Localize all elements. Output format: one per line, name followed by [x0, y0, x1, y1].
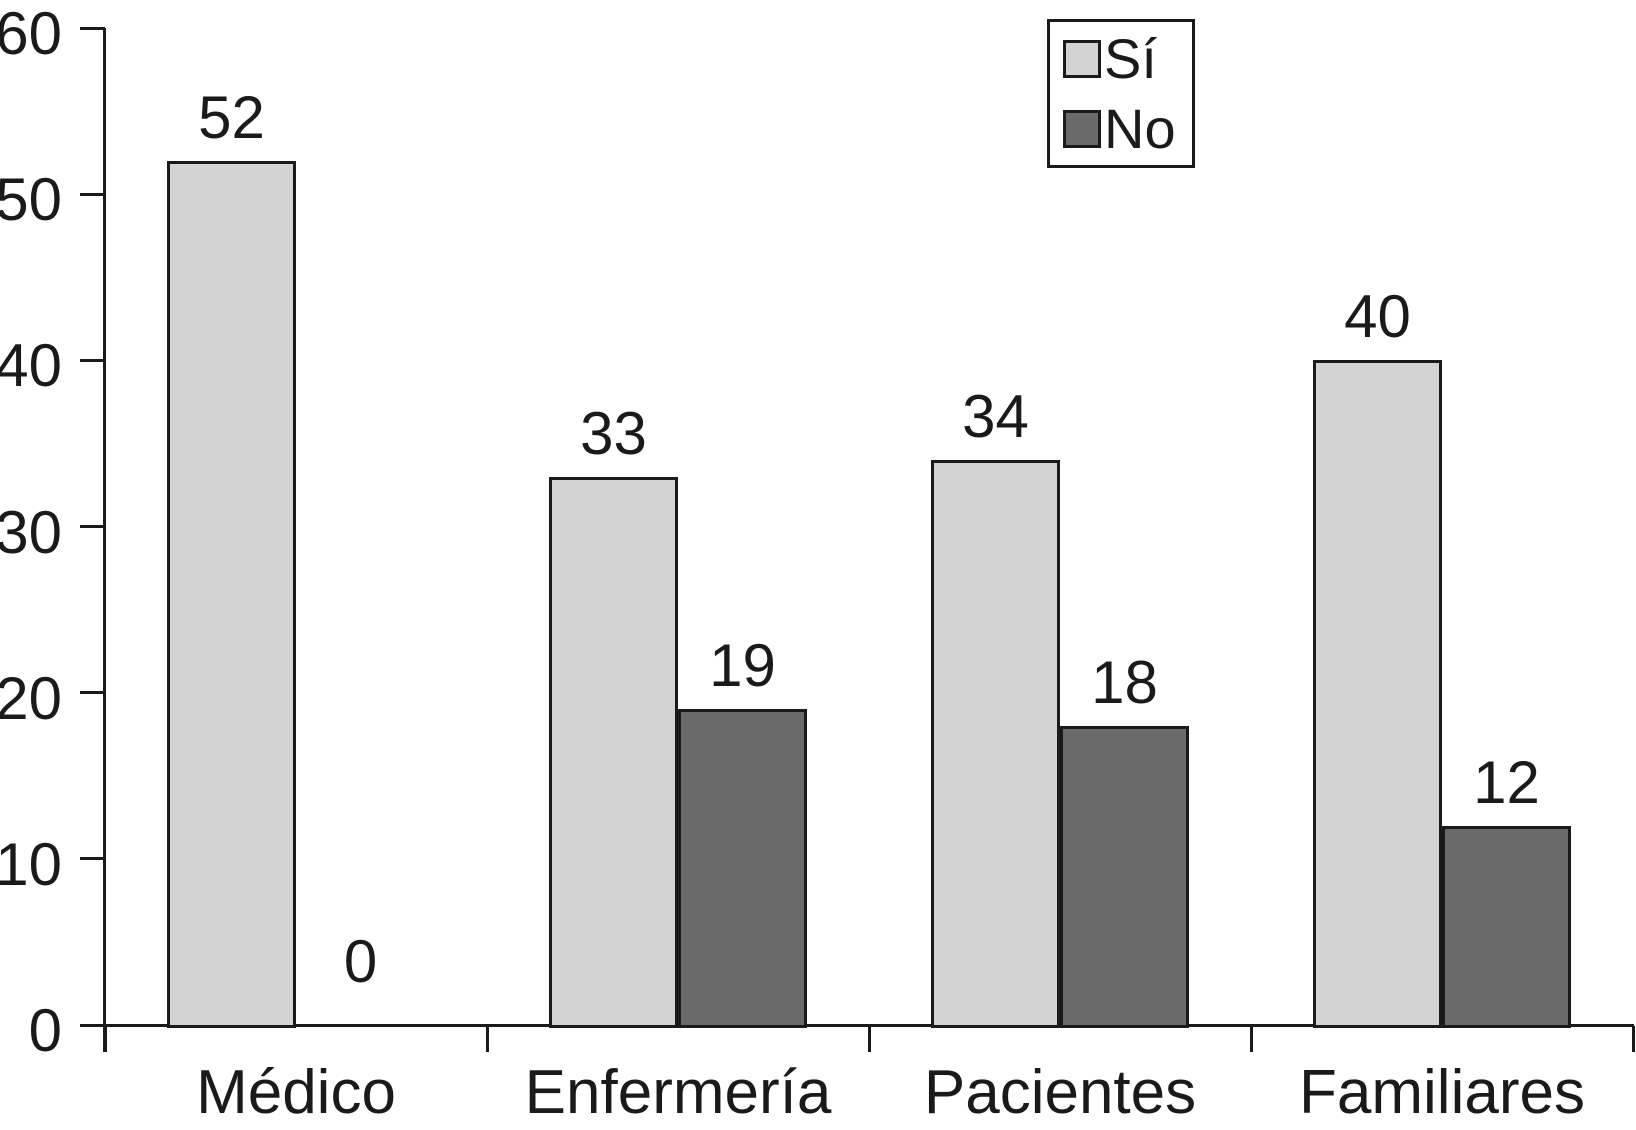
legend-swatch-no [1063, 109, 1101, 148]
y-tick-label: 0 [28, 997, 62, 1064]
x-tick [867, 1026, 871, 1052]
y-tick [80, 525, 105, 528]
y-tick-label: 30 [0, 498, 62, 566]
bar-value-label: 33 [580, 399, 647, 467]
legend-item-no: No [1063, 96, 1192, 160]
legend-label-si: Sí [1104, 26, 1157, 90]
x-tick [1631, 1026, 1635, 1052]
bar-value-label: 19 [709, 632, 776, 700]
y-tick-label: 60 [0, 0, 62, 67]
y-tick [80, 358, 105, 362]
x-axis-category-label: Pacientes [923, 1058, 1197, 1127]
bar-si-3 [931, 460, 1060, 1028]
bar-no-2 [678, 709, 807, 1028]
bar-value-label: 12 [1473, 748, 1540, 816]
x-tick [1249, 1026, 1253, 1052]
bar-no-4 [1442, 825, 1571, 1028]
legend-swatch-si [1063, 39, 1101, 78]
bar-value-label: 40 [1344, 283, 1411, 351]
legend-item-si: Sí [1063, 26, 1192, 90]
y-axis [103, 28, 106, 1052]
x-tick [103, 1026, 107, 1052]
y-tick [80, 857, 105, 861]
bar-si-1 [167, 160, 296, 1028]
y-tick [80, 26, 105, 30]
y-tick [80, 192, 105, 196]
bar-no-3 [1060, 725, 1189, 1028]
legend-label-no: No [1104, 96, 1176, 160]
bar-value-label: 52 [198, 83, 265, 151]
x-tick [485, 1026, 489, 1052]
bar-value-label: 0 [343, 928, 378, 995]
y-tick [80, 1023, 105, 1027]
y-tick-label: 50 [0, 166, 62, 234]
y-tick-label: 20 [0, 664, 62, 732]
bar-value-label: 34 [962, 383, 1029, 451]
y-tick-label: 40 [0, 332, 62, 400]
x-axis-category-label: Médico [196, 1058, 396, 1127]
y-tick-label: 10 [0, 830, 62, 898]
x-axis-category-label: Enfermería [524, 1058, 832, 1127]
x-axis [80, 1024, 1634, 1027]
bar-si-2 [549, 476, 678, 1028]
bar-si-4 [1313, 360, 1442, 1028]
bar-value-label: 18 [1091, 648, 1158, 716]
legend: Sí No [1047, 19, 1195, 168]
x-axis-category-label: Familiares [1299, 1058, 1585, 1127]
y-tick [80, 691, 105, 695]
